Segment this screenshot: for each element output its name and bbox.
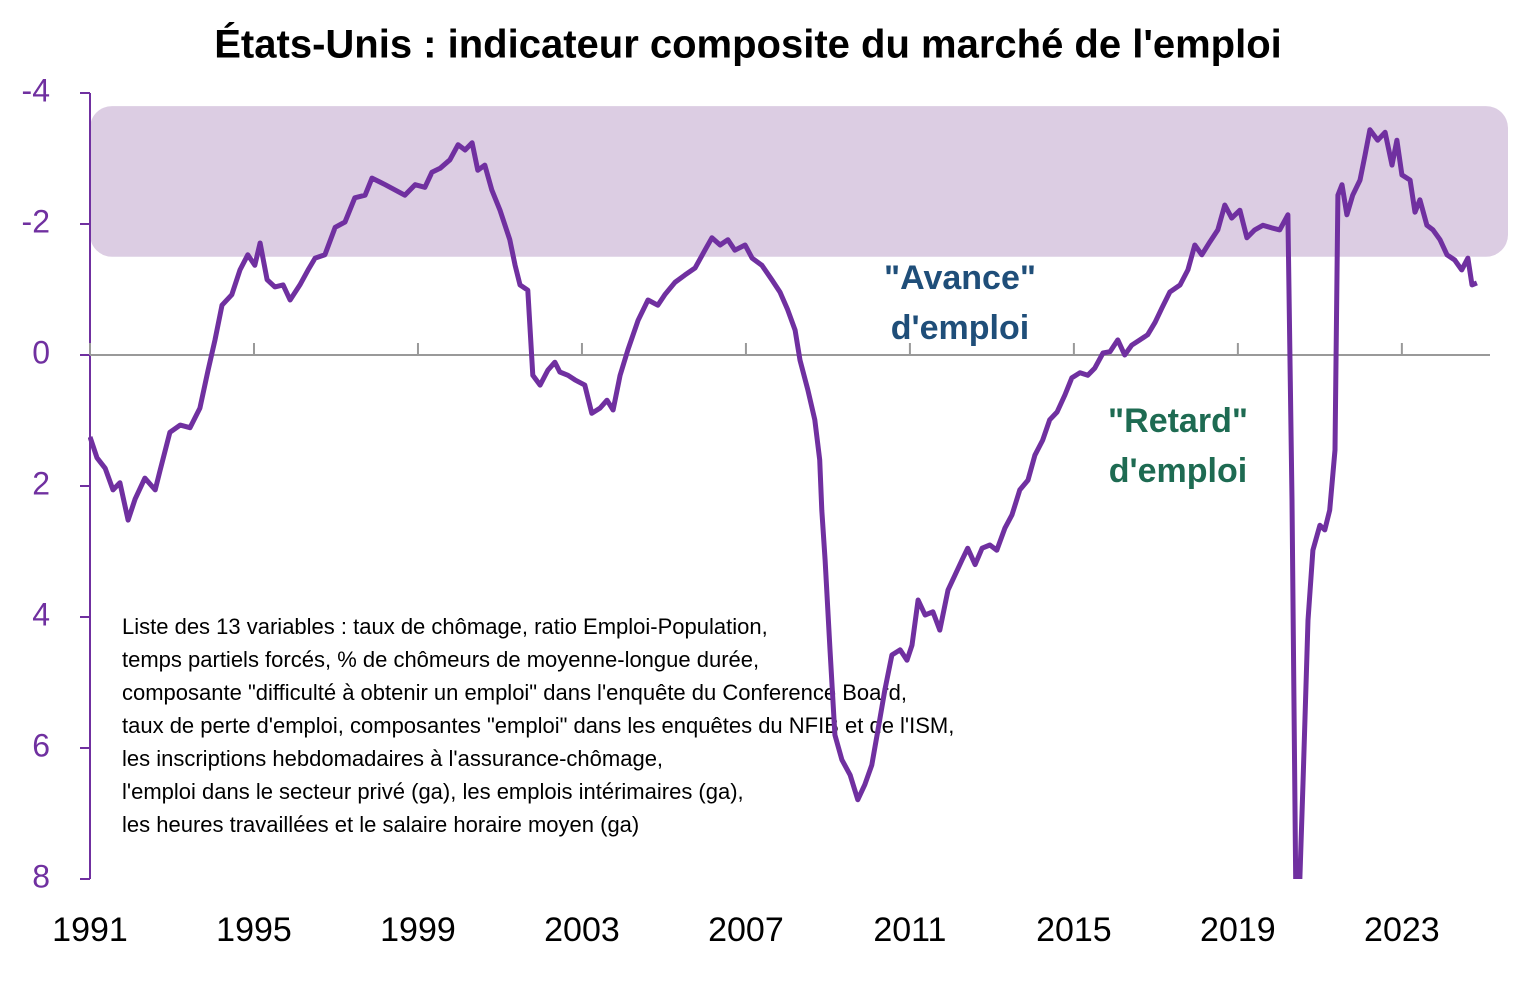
x-tick-label: 2007 [708, 911, 784, 949]
y-tick-label: 2 [32, 465, 50, 501]
chart-title: États-Unis : indicateur composite du mar… [214, 22, 1282, 67]
x-tick-label: 1995 [216, 911, 292, 949]
x-tick-label: 2011 [873, 911, 946, 949]
y-tick-label: 6 [32, 727, 50, 763]
note-line: l'emploi dans le secteur privé (ga), les… [122, 779, 744, 804]
note-line: les heures travaillées et le salaire hor… [122, 812, 639, 837]
y-tick-label: -4 [22, 72, 50, 108]
y-tick-label: 4 [32, 596, 50, 632]
highlight-band [90, 106, 1508, 257]
x-tick-label: 1999 [380, 911, 456, 949]
annotation: "Retard" [1108, 402, 1248, 440]
annotation: d'emploi [891, 309, 1029, 347]
x-tick-label: 2019 [1200, 911, 1276, 949]
y-tick-label: 8 [32, 858, 50, 894]
series-group [88, 127, 1478, 879]
note-line: les inscriptions hebdomadaires à l'assur… [122, 746, 663, 771]
note-line: temps partiels forcés, % de chômeurs de … [122, 647, 759, 672]
x-tick-label: 2003 [544, 911, 620, 949]
note-line: taux de perte d'emploi, composantes "emp… [122, 713, 954, 738]
y-tick-label: -2 [22, 203, 50, 239]
note-line: composante "difficulté à obtenir un empl… [122, 680, 907, 705]
x-tick-label: 1991 [52, 911, 128, 949]
x-tick-label: 2015 [1036, 911, 1112, 949]
y-tick-label: 0 [32, 334, 50, 370]
annotation: d'emploi [1109, 452, 1247, 490]
x-tick-label: 2023 [1364, 911, 1440, 949]
annotation: "Avance" [884, 259, 1036, 297]
series-line [88, 127, 1478, 879]
note-line: Liste des 13 variables : taux de chômage… [122, 614, 768, 639]
